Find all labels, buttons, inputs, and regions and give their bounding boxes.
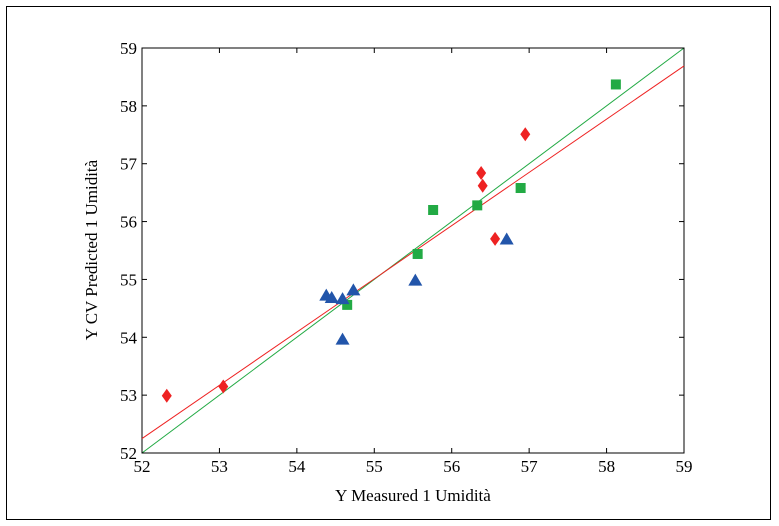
y-tick-label: 54: [120, 328, 138, 347]
data-point-square: [610, 79, 621, 90]
y-tick-label: 58: [120, 97, 137, 116]
data-point-diamond: [476, 165, 487, 180]
data-point-square: [342, 299, 353, 310]
data-point-triangle: [335, 292, 350, 305]
data-point-triangle: [346, 283, 361, 296]
y-axis-label: Y CV Predicted 1 Umidità: [82, 159, 101, 340]
data-point-diamond: [477, 178, 488, 193]
data-point-square: [412, 248, 423, 259]
data-point-square: [428, 205, 439, 215]
data-point-square: [472, 200, 483, 211]
y-tick-label: 57: [120, 155, 138, 174]
data-point-triangle: [335, 332, 350, 345]
x-tick-label: 58: [598, 457, 615, 476]
x-tick-label: 56: [443, 457, 460, 476]
y-tick-label: 52: [120, 444, 137, 463]
y-tick-label: 55: [120, 270, 137, 289]
x-tick-label: 52: [134, 457, 151, 476]
data-point-triangle: [324, 290, 339, 303]
data-point-triangle: [499, 232, 514, 245]
y-tick-label: 53: [120, 386, 137, 405]
data-point-diamond: [490, 231, 501, 246]
data-point-diamond: [520, 127, 531, 142]
data-point-diamond: [161, 388, 172, 403]
x-tick-label: 57: [521, 457, 539, 476]
x-axis-label: Y Measured 1 Umidità: [335, 486, 491, 505]
data-point-diamond: [218, 379, 229, 394]
y-tick-label: 59: [120, 39, 137, 58]
x-tick-label: 59: [676, 457, 693, 476]
x-tick-label: 53: [211, 457, 228, 476]
x-tick-label: 55: [366, 457, 383, 476]
y-tick-label: 56: [120, 213, 137, 232]
data-point-square: [515, 183, 526, 194]
data-point-triangle: [408, 273, 423, 286]
x-tick-label: 54: [288, 457, 306, 476]
